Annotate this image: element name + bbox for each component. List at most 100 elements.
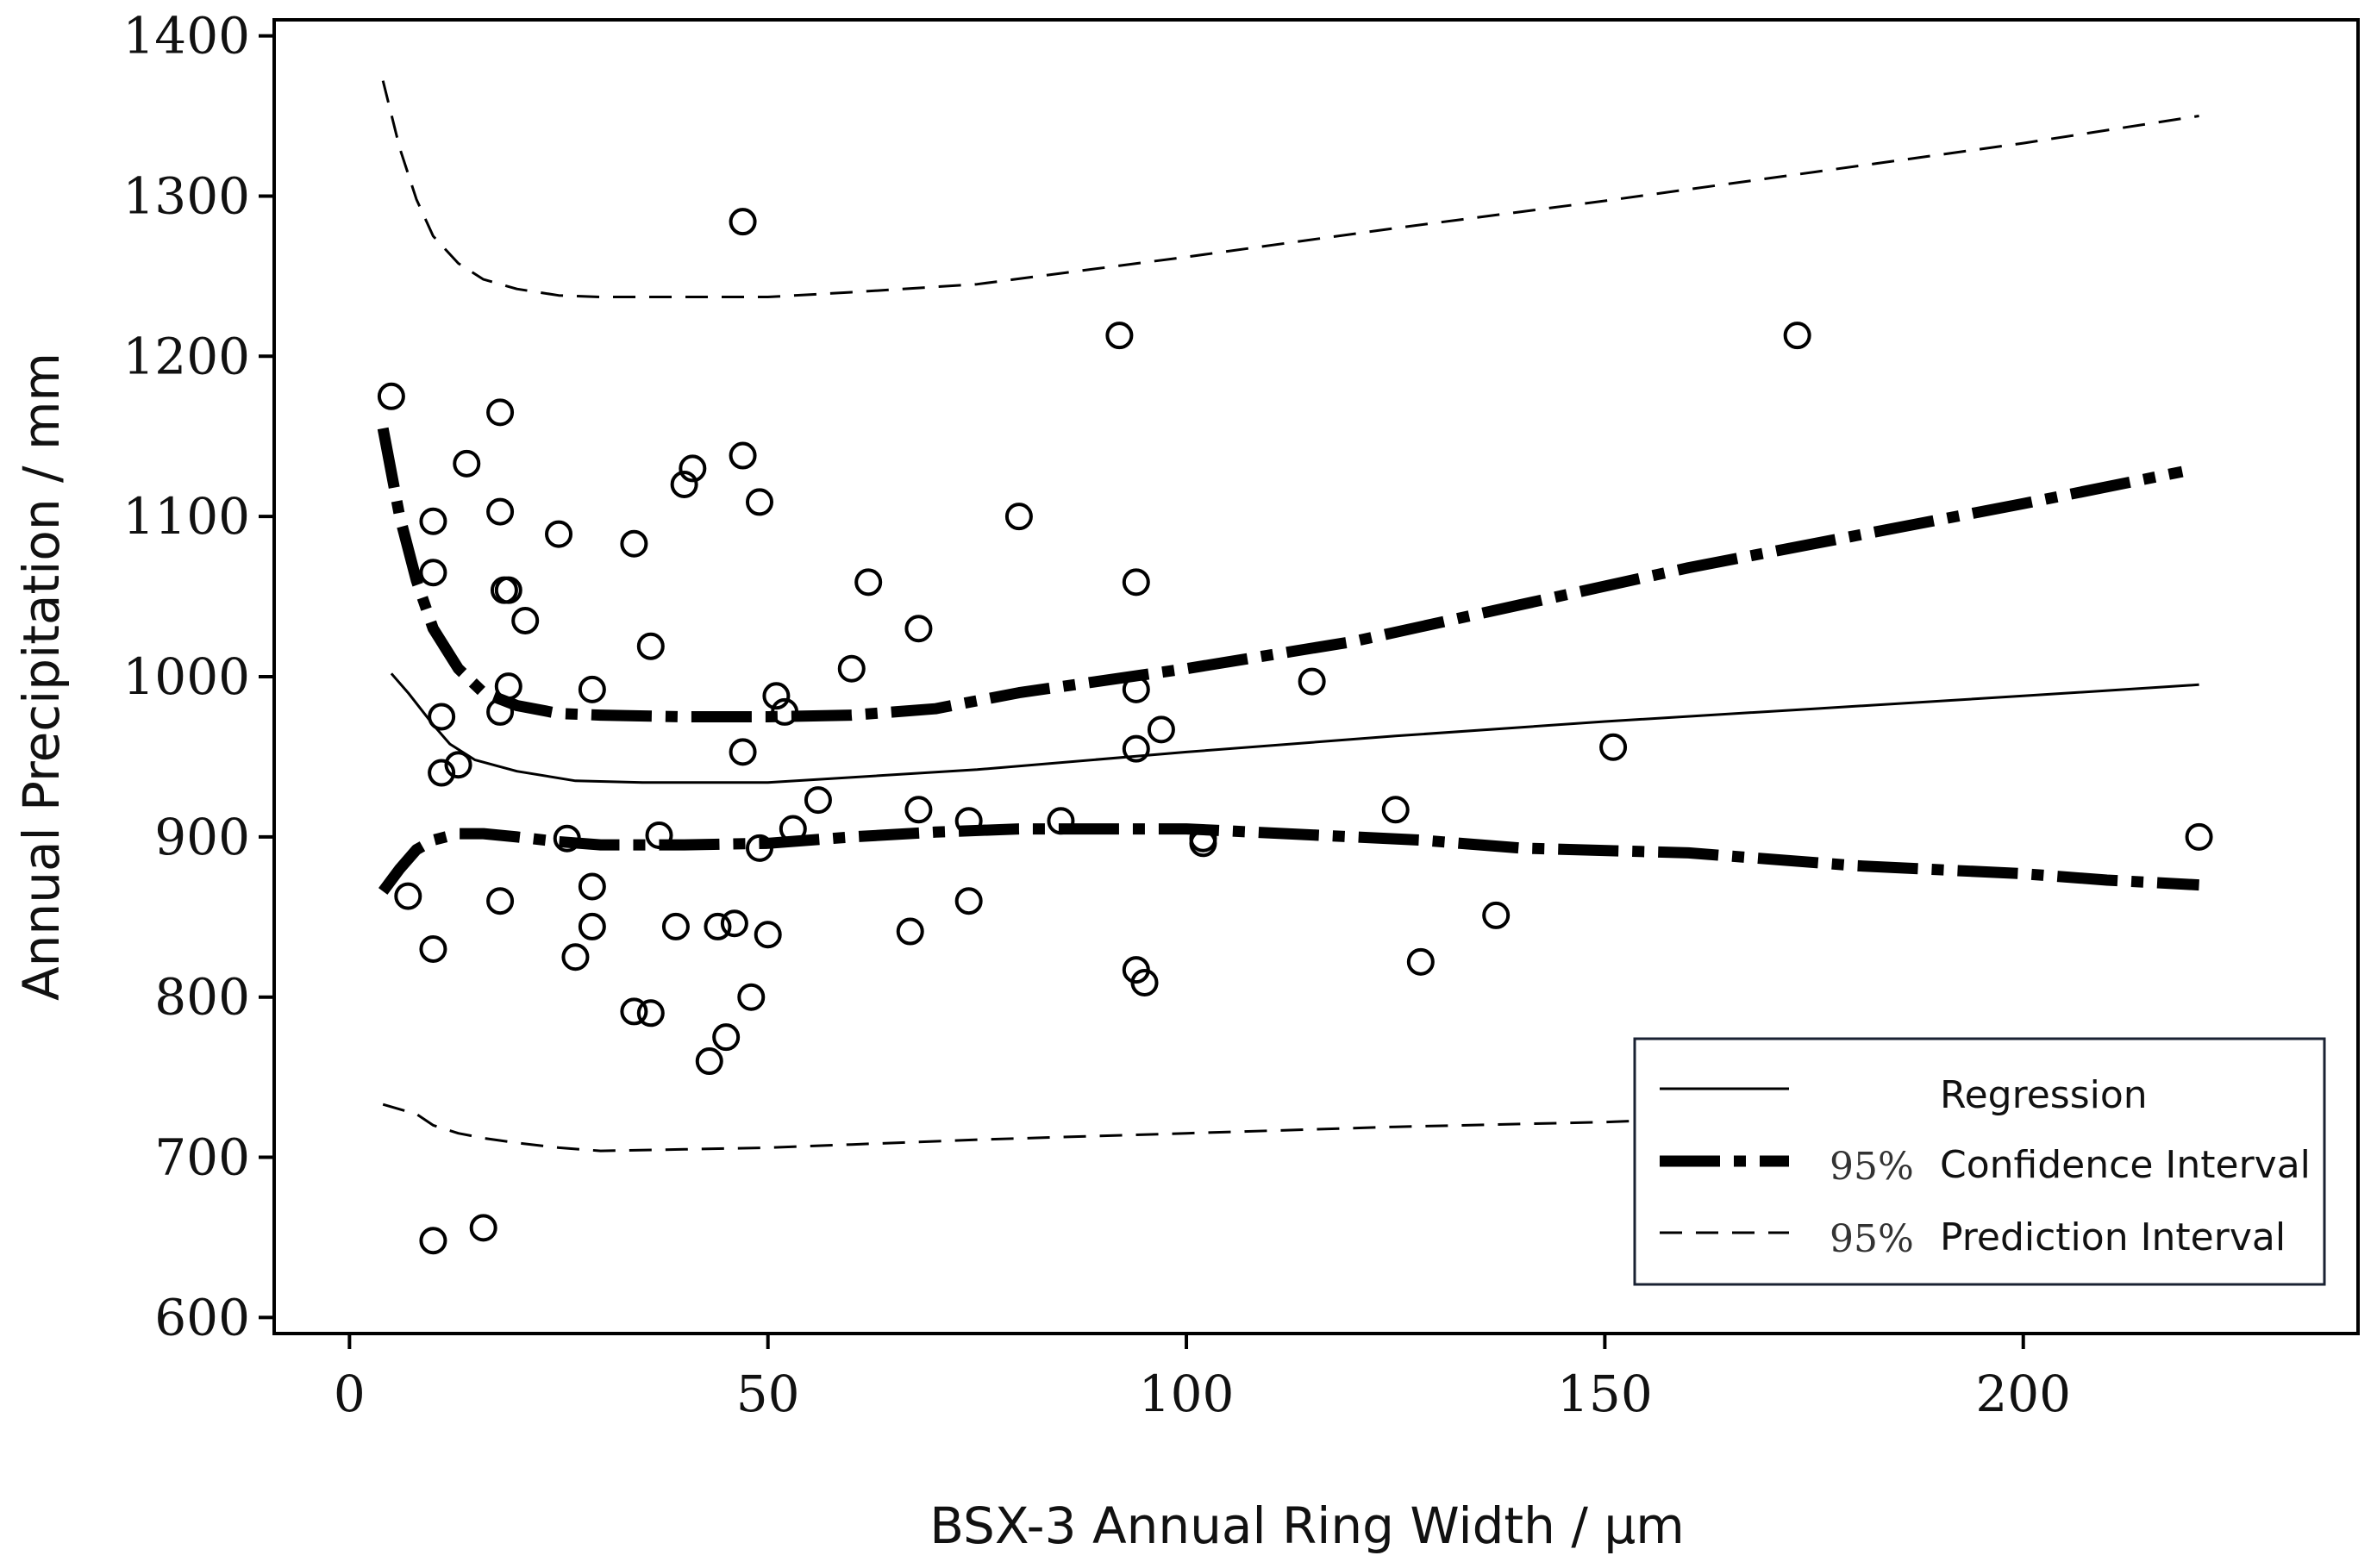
- series-layer: [377, 80, 2199, 1153]
- data-point: [1482, 901, 1511, 929]
- data-point: [419, 934, 447, 963]
- data-point: [779, 815, 807, 843]
- x-tick-label-150: 150: [1557, 1365, 1653, 1423]
- data-point: [1189, 829, 1217, 858]
- data-point: [553, 824, 581, 853]
- data-point: [494, 672, 522, 701]
- x-tick-label-100: 100: [1139, 1365, 1235, 1423]
- data-point: [394, 882, 422, 910]
- series-95-confidence-interval-upper: [377, 427, 2184, 722]
- x-axis-title: BSX-3 Annual Ring Width / μm: [929, 1496, 1685, 1555]
- data-point: [745, 488, 773, 516]
- data-point: [954, 887, 983, 915]
- data-point: [1122, 675, 1150, 703]
- ticks-layer: 600 700 800 900 1000 1100 1200 1300 1400 0 50 100 15…: [122, 7, 2071, 1423]
- data-point: [428, 759, 456, 787]
- legend-pct-prediction: 95%: [1830, 1217, 1914, 1261]
- y-tick-label-1400: 1400: [122, 7, 250, 66]
- data-point: [745, 834, 773, 862]
- data-point: [486, 398, 515, 427]
- data-point: [729, 208, 757, 236]
- data-point: [1147, 715, 1175, 744]
- data-point: [636, 632, 665, 660]
- data-point: [661, 912, 690, 940]
- data-point: [486, 497, 515, 526]
- data-point: [1599, 733, 1628, 761]
- data-point: [695, 1047, 723, 1076]
- data-point: [712, 1023, 741, 1052]
- data-point: [1298, 667, 1326, 696]
- data-point: [620, 997, 648, 1026]
- data-point: [453, 449, 481, 478]
- data-point: [729, 738, 757, 766]
- data-point: [545, 520, 573, 548]
- data-point: [679, 454, 707, 483]
- data-point: [511, 606, 540, 634]
- legend-label-prediction: Prediction Interval: [1940, 1215, 2286, 1259]
- data-point: [578, 872, 606, 901]
- data-point: [1105, 322, 1134, 350]
- data-point: [419, 559, 447, 587]
- data-point: [578, 912, 606, 940]
- data-point: [444, 751, 472, 779]
- data-point: [854, 568, 883, 597]
- data-point: [1004, 503, 1033, 531]
- data-point: [645, 821, 673, 849]
- x-tick-label-50: 50: [736, 1365, 800, 1423]
- data-point: [1783, 322, 1811, 350]
- legend: Regression 95% Confidence Interval 95% P…: [1633, 1037, 2326, 1286]
- y-tick-label-1100: 1100: [122, 487, 250, 546]
- data-point: [469, 1214, 497, 1242]
- data-point: [1130, 968, 1159, 996]
- data-point: [804, 786, 832, 815]
- legend-box: [1633, 1037, 2326, 1286]
- y-tick-label-600: 600: [154, 1288, 250, 1346]
- data-point: [620, 529, 648, 558]
- data-point: [1122, 568, 1150, 597]
- y-tick-label-1200: 1200: [122, 327, 250, 385]
- data-point: [754, 921, 782, 949]
- data-point: [377, 382, 405, 410]
- data-point: [1122, 734, 1150, 763]
- data-point: [578, 675, 606, 703]
- data-point: [494, 576, 522, 604]
- data-point: [762, 682, 791, 710]
- legend-label-regression: Regression: [1940, 1073, 2148, 1117]
- points-layer: [377, 208, 2213, 1255]
- data-point: [954, 807, 983, 835]
- x-tick-label-0: 0: [334, 1365, 366, 1423]
- data-point: [419, 1227, 447, 1255]
- data-point: [771, 697, 799, 726]
- series-95-prediction-interval-upper: [381, 80, 2199, 298]
- data-point: [904, 615, 933, 643]
- y-tick-label-1000: 1000: [122, 647, 250, 706]
- legend-pct-confidence: 95%: [1830, 1145, 1914, 1189]
- data-point: [896, 917, 924, 946]
- y-tick-label-700: 700: [154, 1128, 250, 1187]
- data-point: [2185, 822, 2213, 851]
- y-tick-label-800: 800: [154, 968, 250, 1027]
- data-point: [561, 943, 590, 971]
- data-point: [419, 507, 447, 535]
- data-point: [837, 654, 866, 683]
- data-point: [428, 703, 456, 731]
- series-95-confidence-interval-lower: [378, 823, 2199, 895]
- legend-label-confidence: Confidence Interval: [1940, 1143, 2311, 1187]
- y-tick-label-1300: 1300: [122, 166, 250, 225]
- y-tick-label-900: 900: [154, 808, 250, 866]
- data-point: [670, 470, 698, 498]
- data-point: [1406, 947, 1435, 976]
- data-point: [1047, 807, 1075, 835]
- y-axis-title: Annual Precipitation / mm: [12, 353, 71, 1001]
- data-point: [720, 909, 748, 938]
- data-point: [729, 441, 757, 470]
- x-tick-label-200: 200: [1975, 1365, 2071, 1423]
- data-point: [636, 999, 665, 1028]
- series-95-prediction-interval-lower: [382, 1103, 1689, 1153]
- series-regression: [390, 672, 2199, 784]
- data-point: [486, 887, 515, 915]
- data-point: [737, 983, 766, 1011]
- data-point: [904, 796, 933, 824]
- plot-frame: [272, 18, 2360, 1335]
